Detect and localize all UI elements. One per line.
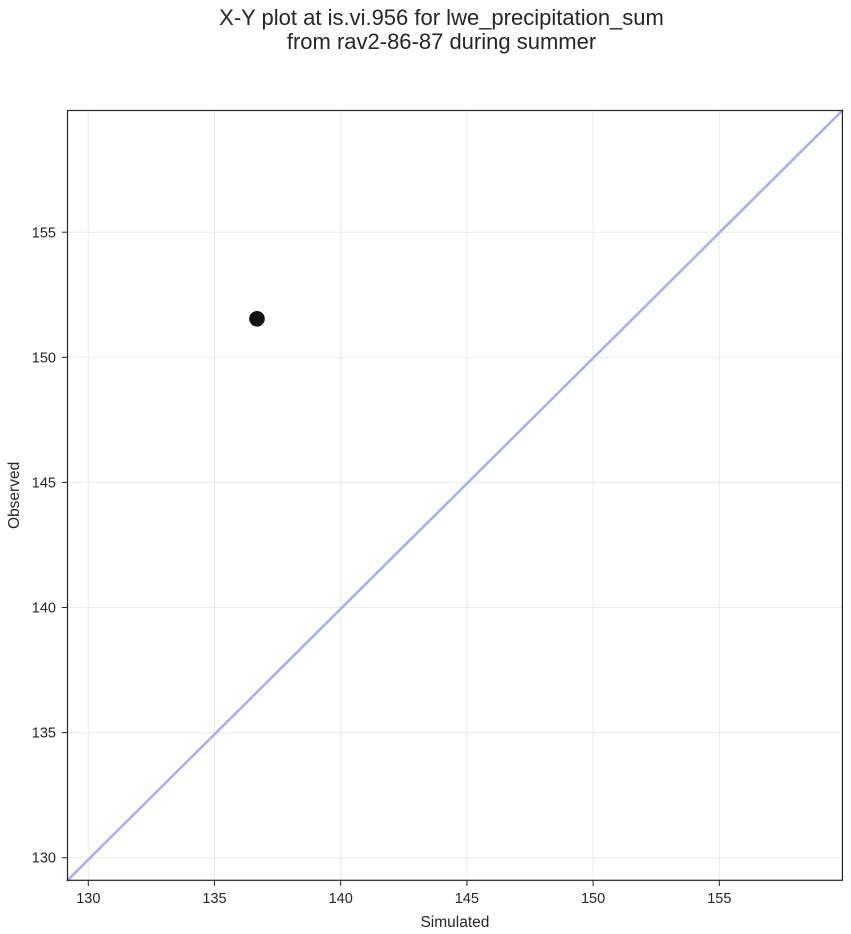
svg-text:155: 155: [32, 226, 56, 242]
svg-text:140: 140: [32, 601, 56, 617]
svg-text:155: 155: [707, 891, 731, 907]
svg-text:145: 145: [32, 476, 56, 492]
svg-text:Observed: Observed: [6, 462, 23, 529]
svg-text:145: 145: [455, 891, 479, 907]
svg-text:135: 135: [202, 891, 226, 907]
svg-text:130: 130: [76, 891, 100, 907]
svg-text:150: 150: [581, 891, 605, 907]
svg-text:135: 135: [32, 726, 56, 742]
svg-text:130: 130: [32, 851, 56, 867]
svg-text:150: 150: [32, 351, 56, 367]
svg-text:Simulated: Simulated: [420, 914, 489, 931]
svg-text:140: 140: [329, 891, 353, 907]
